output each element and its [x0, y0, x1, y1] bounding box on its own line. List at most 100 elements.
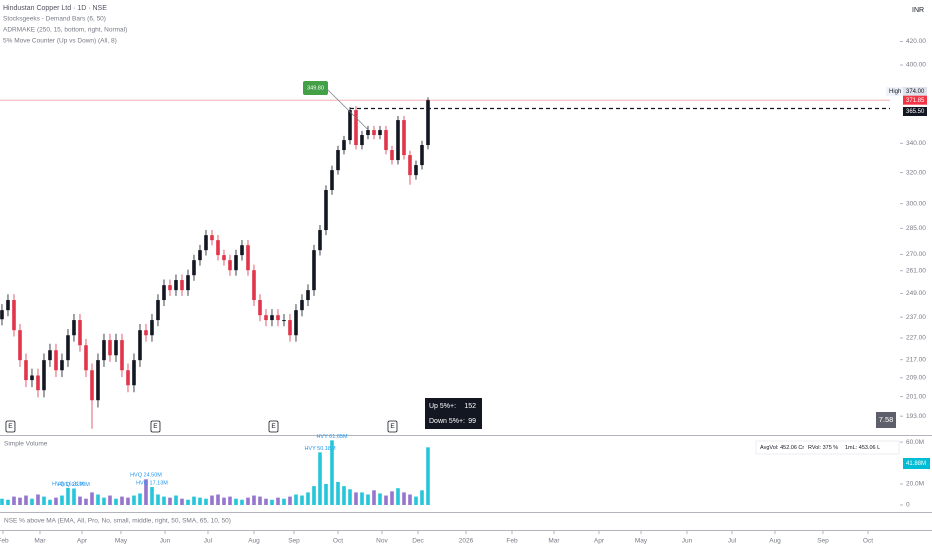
candle-body: [174, 280, 178, 291]
candle-body: [276, 315, 280, 321]
candle-body: [6, 300, 10, 311]
volume-bar: [288, 496, 292, 505]
candle-body: [30, 375, 34, 381]
volume-bar: [54, 497, 58, 505]
candle-body: [396, 120, 400, 161]
volume-bar: [204, 498, 208, 505]
y-tick-label: 270.00: [906, 251, 926, 258]
candle-body: [414, 165, 418, 176]
candle-body: [354, 110, 358, 146]
candle-body: [66, 335, 70, 361]
y-tick-label: 237.00: [906, 314, 926, 321]
counter-down-value: 99: [468, 418, 476, 425]
volume-bar: [240, 499, 244, 505]
candle-body: [72, 320, 76, 336]
candle-body: [420, 145, 424, 166]
candle-body: [264, 315, 268, 321]
volume-last-label: 41.88M: [906, 461, 926, 467]
candle-body: [198, 250, 202, 261]
volume-bar: [306, 492, 310, 505]
volume-bar: [66, 487, 70, 505]
volume-bar: [264, 498, 268, 505]
candle-body: [390, 150, 394, 161]
candle-body: [282, 320, 286, 322]
volume-bar: [408, 494, 412, 505]
volume-bar: [216, 494, 220, 505]
candle-body: [84, 345, 88, 371]
volume-bar: [24, 495, 28, 505]
volume-bar: [402, 492, 406, 505]
earnings-label: E: [8, 423, 13, 430]
volume-bar: [132, 495, 136, 505]
x-tick-label: Jul: [204, 538, 213, 545]
price-label: 371.85: [906, 98, 925, 104]
volume-label: HVQ 24.50M: [130, 473, 162, 479]
candle-body: [330, 170, 334, 191]
y-tick-label: 285.00: [906, 225, 926, 232]
volume-bar: [30, 498, 34, 505]
earnings-label: E: [153, 423, 158, 430]
candle-body: [204, 235, 208, 251]
candle-body: [372, 130, 376, 136]
x-tick-label: Aug: [248, 538, 260, 545]
candle-body: [366, 130, 370, 136]
candle-body: [90, 370, 94, 401]
price-label-box: [903, 106, 927, 116]
volume-bar: [96, 494, 100, 505]
x-tick-label: Jul: [728, 538, 737, 545]
volume-stat: 1mL: 453.06 L: [845, 445, 880, 451]
volume-bar: [366, 494, 370, 505]
candle-body: [102, 340, 106, 361]
candle-body: [294, 310, 298, 336]
volume-bar: [156, 494, 160, 505]
price-label-name: High: [889, 89, 901, 95]
annotation-box: [303, 81, 328, 95]
volume-bar: [282, 498, 286, 505]
volume-bar: [90, 492, 94, 505]
x-tick-label: Mar: [548, 538, 560, 545]
currency: INR: [912, 7, 924, 14]
volume-bar: [354, 492, 358, 505]
x-tick-label: Apr: [77, 538, 88, 545]
volume-title: Simple Volume: [4, 441, 48, 448]
volume-bar: [324, 484, 328, 505]
volume-bar: [150, 487, 154, 505]
candle-body: [348, 110, 352, 141]
candle-body: [312, 250, 316, 291]
candle-body: [120, 340, 124, 371]
volume-bar: [210, 495, 214, 505]
chart-title: Hindustan Copper Ltd · 1D · NSE: [3, 5, 107, 12]
candle-body: [426, 100, 430, 146]
x-tick-label: Feb: [506, 538, 518, 545]
volume-bar: [360, 492, 364, 505]
volume-bar: [18, 497, 22, 505]
candle-body: [234, 255, 238, 271]
candle-body: [270, 315, 274, 321]
candle-body: [306, 290, 310, 301]
volume-bar: [234, 498, 238, 505]
y-tick-label: 340.00: [906, 140, 926, 147]
volume-bar: [186, 499, 190, 505]
volume-bar: [192, 496, 196, 505]
candle-body: [378, 130, 382, 136]
candle-body: [228, 260, 232, 271]
volume-bar: [414, 496, 418, 505]
y-tick-label: 20.0M: [906, 481, 924, 488]
volume-bar: [108, 495, 112, 505]
x-tick-label: Dec: [412, 538, 424, 545]
volume-bar: [276, 497, 280, 505]
x-tick-label: Jun: [682, 538, 693, 545]
x-tick-label: 2026: [459, 538, 474, 545]
candle-body: [384, 130, 388, 151]
counter-box: [425, 398, 482, 429]
candle-body: [96, 360, 100, 401]
earnings-marker: [268, 420, 279, 433]
candle-body: [216, 240, 220, 256]
annotation-line: [325, 87, 369, 130]
value-badge-box: [876, 412, 896, 428]
volume-bar: [0, 498, 4, 505]
counter-down-label: Down 5%+:: [429, 418, 465, 425]
candle-body: [408, 155, 412, 176]
volume-bar: [168, 497, 172, 505]
